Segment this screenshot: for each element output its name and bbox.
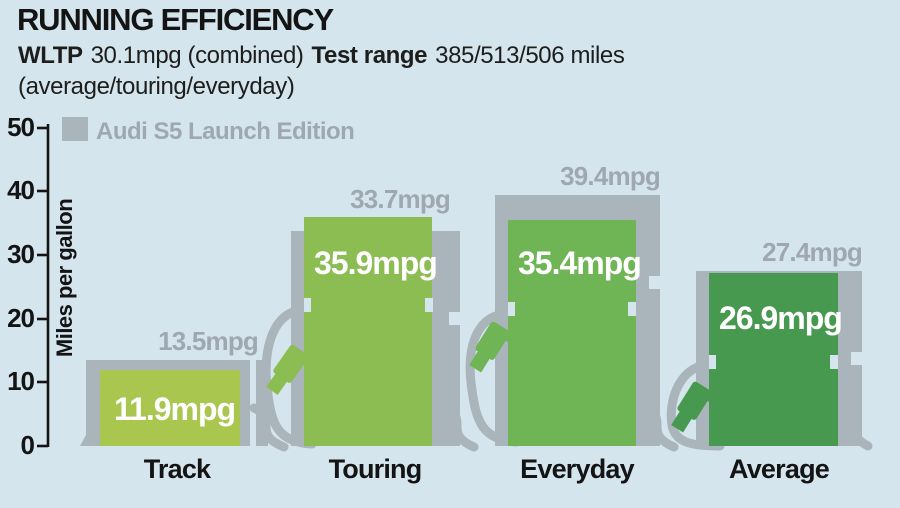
value-bar-track bbox=[100, 370, 240, 446]
category-label-track: Track bbox=[144, 454, 212, 484]
pump-notch bbox=[830, 355, 838, 369]
y-tick-label-30: 30 bbox=[7, 239, 34, 269]
subtitle-line2: (average/touring/everyday) bbox=[18, 73, 295, 100]
chart-title: RUNNING EFFICIENCY bbox=[17, 2, 334, 37]
pump-notch bbox=[304, 298, 311, 312]
comparison-value-touring: 33.7mpg bbox=[350, 184, 450, 214]
legend-label: Audi S5 Launch Edition bbox=[96, 118, 354, 145]
value-bar-touring bbox=[304, 217, 432, 446]
pump-notch bbox=[649, 276, 660, 289]
chart-legend: Audi S5 Launch Edition bbox=[62, 117, 355, 145]
pump-track: 13.5mpg 11.9mpg Track bbox=[80, 326, 289, 484]
pump-average: 27.4mpg 26.9mpg Average bbox=[666, 237, 873, 484]
pump-notch bbox=[425, 298, 433, 312]
legend-swatch bbox=[62, 117, 88, 141]
value-label-everyday: 35.4mpg bbox=[518, 245, 641, 281]
wltp-label: WLTP bbox=[18, 42, 83, 69]
y-tick-label-40: 40 bbox=[7, 175, 34, 205]
value-label-average: 26.9mpg bbox=[719, 300, 842, 336]
y-tick-label-10: 10 bbox=[7, 366, 34, 396]
comparison-value-track: 13.5mpg bbox=[158, 326, 258, 356]
value-label-touring: 35.9mpg bbox=[314, 245, 437, 281]
fuel-hose-icon bbox=[261, 305, 317, 449]
value-bar-everyday bbox=[508, 220, 636, 446]
pump-touring: 33.7mpg 35.9mpg Touring bbox=[261, 184, 479, 484]
nozzle-spout bbox=[469, 350, 491, 373]
y-tick-label-20: 20 bbox=[7, 303, 34, 333]
y-axis-title: Miles per gallon bbox=[52, 199, 77, 357]
nozzle-body bbox=[475, 321, 510, 360]
y-tick-label-0: 0 bbox=[21, 430, 35, 460]
pump-notch bbox=[508, 302, 515, 316]
svg-text:Miles per gallon: Miles per gallon bbox=[52, 199, 77, 357]
chart-subtitle: WLTP 30.1mpg (combined) Test range 385/513/… bbox=[18, 40, 625, 102]
y-axis: 0 10 20 30 40 50 Miles per gallon bbox=[7, 112, 77, 460]
nozzle-spout bbox=[671, 410, 693, 433]
comparison-value-everyday: 39.4mpg bbox=[560, 161, 660, 191]
nozzle-body bbox=[677, 381, 712, 420]
y-tick-label-50: 50 bbox=[7, 112, 34, 142]
fuel-hose-icon bbox=[465, 309, 521, 447]
category-label-everyday: Everyday bbox=[520, 454, 634, 484]
pump-notch bbox=[449, 312, 460, 325]
test-range-label: Test range bbox=[311, 42, 428, 69]
category-label-average: Average bbox=[729, 454, 830, 484]
test-range-value: 385/513/506 miles bbox=[435, 42, 625, 69]
nozzle-spout bbox=[266, 372, 288, 395]
value-label-track: 11.9mpg bbox=[114, 391, 235, 427]
wltp-value: 30.1mpg (combined) bbox=[90, 42, 304, 69]
comparison-value-average: 27.4mpg bbox=[762, 237, 862, 267]
value-bar-average bbox=[709, 273, 838, 446]
pump-notch bbox=[709, 355, 716, 369]
category-label-touring: Touring bbox=[329, 454, 422, 484]
pump-notch bbox=[851, 352, 862, 365]
pump-everyday: 39.4mpg 35.4mpg Everyday bbox=[465, 161, 679, 484]
nozzle-body bbox=[273, 344, 309, 383]
pump-notch bbox=[628, 302, 636, 316]
